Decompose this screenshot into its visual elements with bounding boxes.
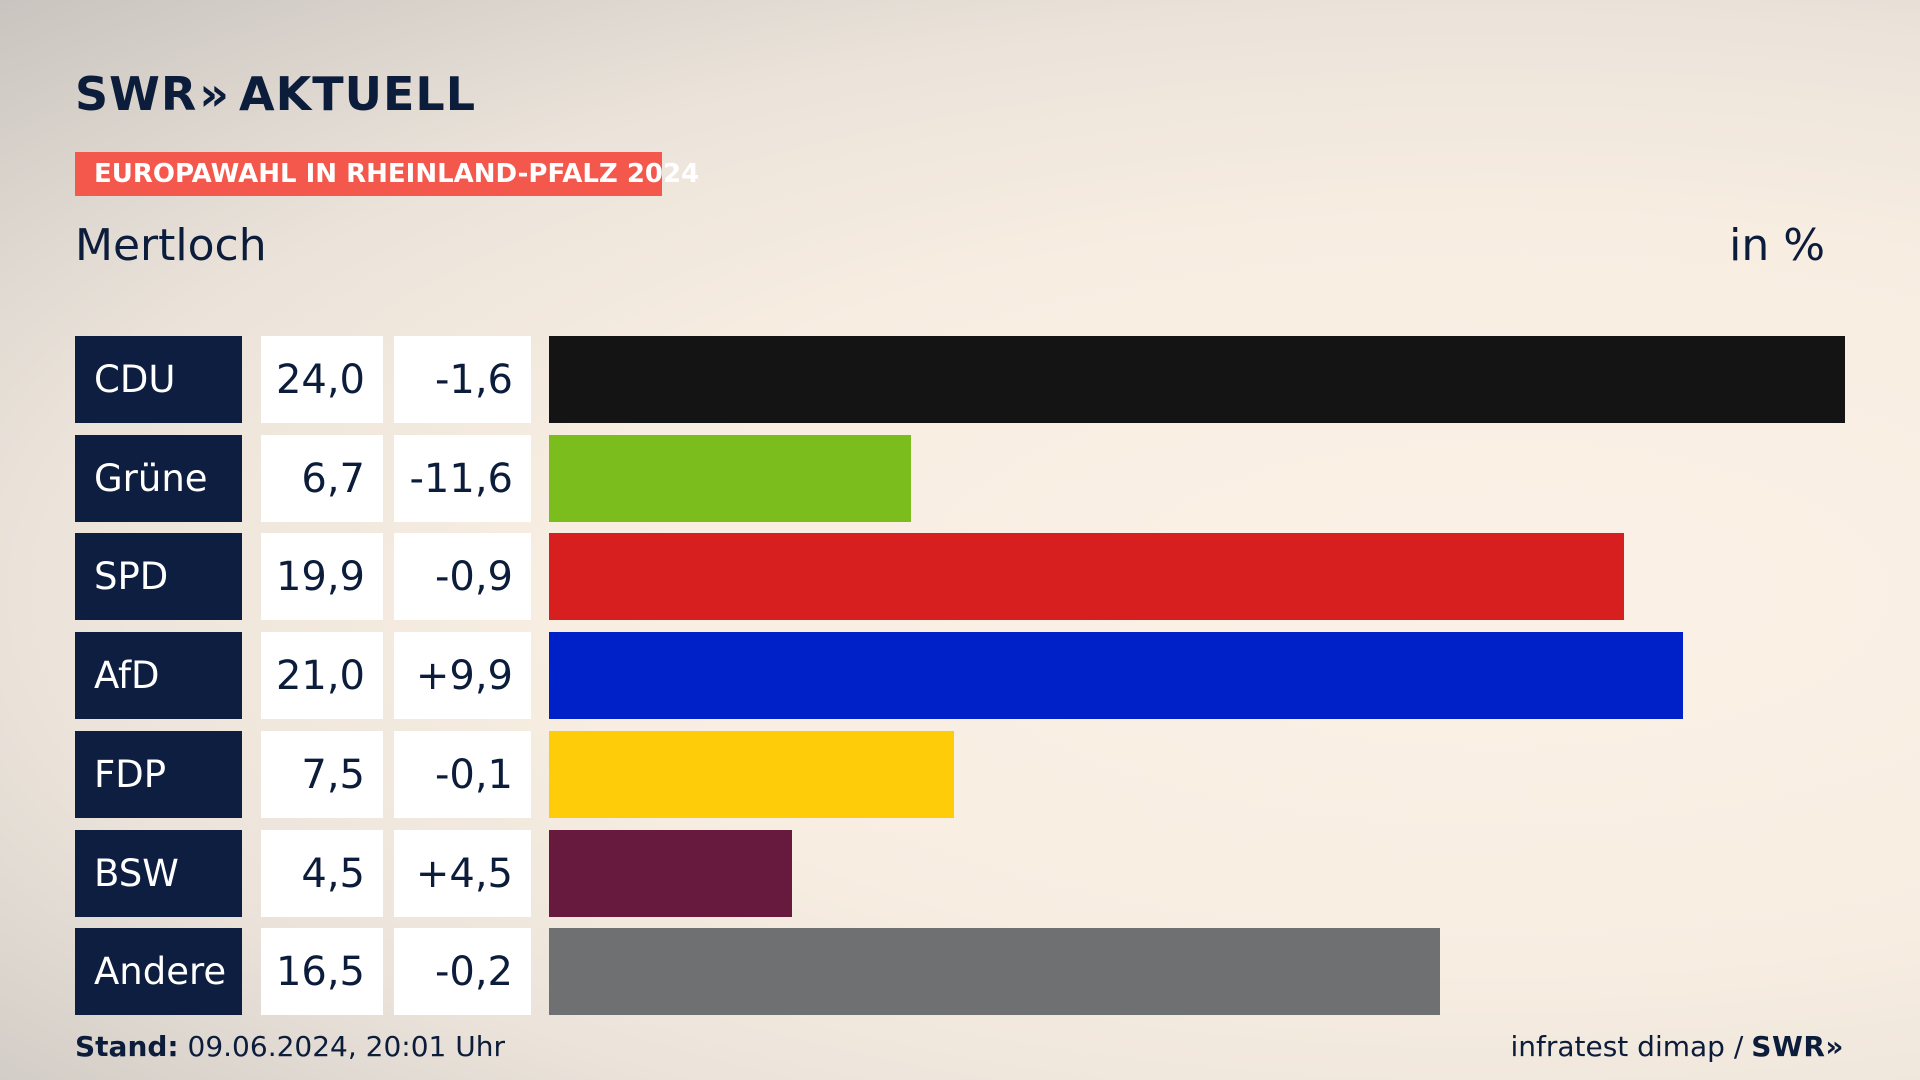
chevron-right-icon: » xyxy=(199,67,228,121)
party-label: AfD xyxy=(75,632,242,719)
bar-andere xyxy=(549,928,1440,1015)
election-banner: EUROPAWAHL IN RHEINLAND-PFALZ 2024 xyxy=(75,152,699,196)
footer-source: infratest dimap / SWR» xyxy=(1510,1030,1844,1063)
logo-suffix: AKTUELL xyxy=(239,67,477,121)
stand-label: Stand: xyxy=(75,1030,179,1063)
source-text: infratest dimap / xyxy=(1510,1030,1744,1063)
value-label: 21,0 xyxy=(261,632,383,719)
logo-brand: SWR xyxy=(75,67,198,121)
value-label: 19,9 xyxy=(261,533,383,620)
change-label: -0,1 xyxy=(394,731,531,818)
chevron-right-icon: » xyxy=(1825,1030,1844,1063)
party-label: SPD xyxy=(75,533,242,620)
bar-row: Andere 16,5 -0,2 xyxy=(75,928,1846,1015)
party-label: BSW xyxy=(75,830,242,917)
change-label: -1,6 xyxy=(394,336,531,423)
value-label: 6,7 xyxy=(261,435,383,522)
party-label: FDP xyxy=(75,731,242,818)
bar-afd xyxy=(549,632,1683,719)
change-label: -0,2 xyxy=(394,928,531,1015)
swr-aktuell-logo: SWR » AKTUELL xyxy=(75,66,476,122)
bar-spd xyxy=(549,533,1624,620)
party-label: Andere xyxy=(75,928,242,1015)
source-brand: SWR xyxy=(1751,1030,1826,1063)
bar-bsw xyxy=(549,830,792,917)
value-label: 7,5 xyxy=(261,731,383,818)
bar-fdp xyxy=(549,731,954,818)
change-label: -11,6 xyxy=(394,435,531,522)
value-label: 24,0 xyxy=(261,336,383,423)
bar-grüne xyxy=(549,435,911,522)
bar-row: SPD 19,9 -0,9 xyxy=(75,533,1846,620)
value-label: 16,5 xyxy=(261,928,383,1015)
change-label: +4,5 xyxy=(394,830,531,917)
page-title: Mertloch xyxy=(75,220,267,271)
change-label: -0,9 xyxy=(394,533,531,620)
unit-label: in % xyxy=(1729,220,1825,271)
bar-row: BSW 4,5 +4,5 xyxy=(75,830,1846,917)
footer-stand: Stand: 09.06.2024, 20:01 Uhr xyxy=(75,1030,505,1063)
bar-cdu xyxy=(549,336,1845,423)
bar-row: CDU 24,0 -1,6 xyxy=(75,336,1846,423)
bar-row: FDP 7,5 -0,1 xyxy=(75,731,1846,818)
party-label: CDU xyxy=(75,336,242,423)
value-label: 4,5 xyxy=(261,830,383,917)
stand-value: 09.06.2024, 20:01 Uhr xyxy=(187,1030,505,1063)
bar-row: Grüne 6,7 -11,6 xyxy=(75,435,1846,522)
bar-row: AfD 21,0 +9,9 xyxy=(75,632,1846,719)
party-label: Grüne xyxy=(75,435,242,522)
source-logo: SWR» xyxy=(1751,1030,1844,1063)
change-label: +9,9 xyxy=(394,632,531,719)
